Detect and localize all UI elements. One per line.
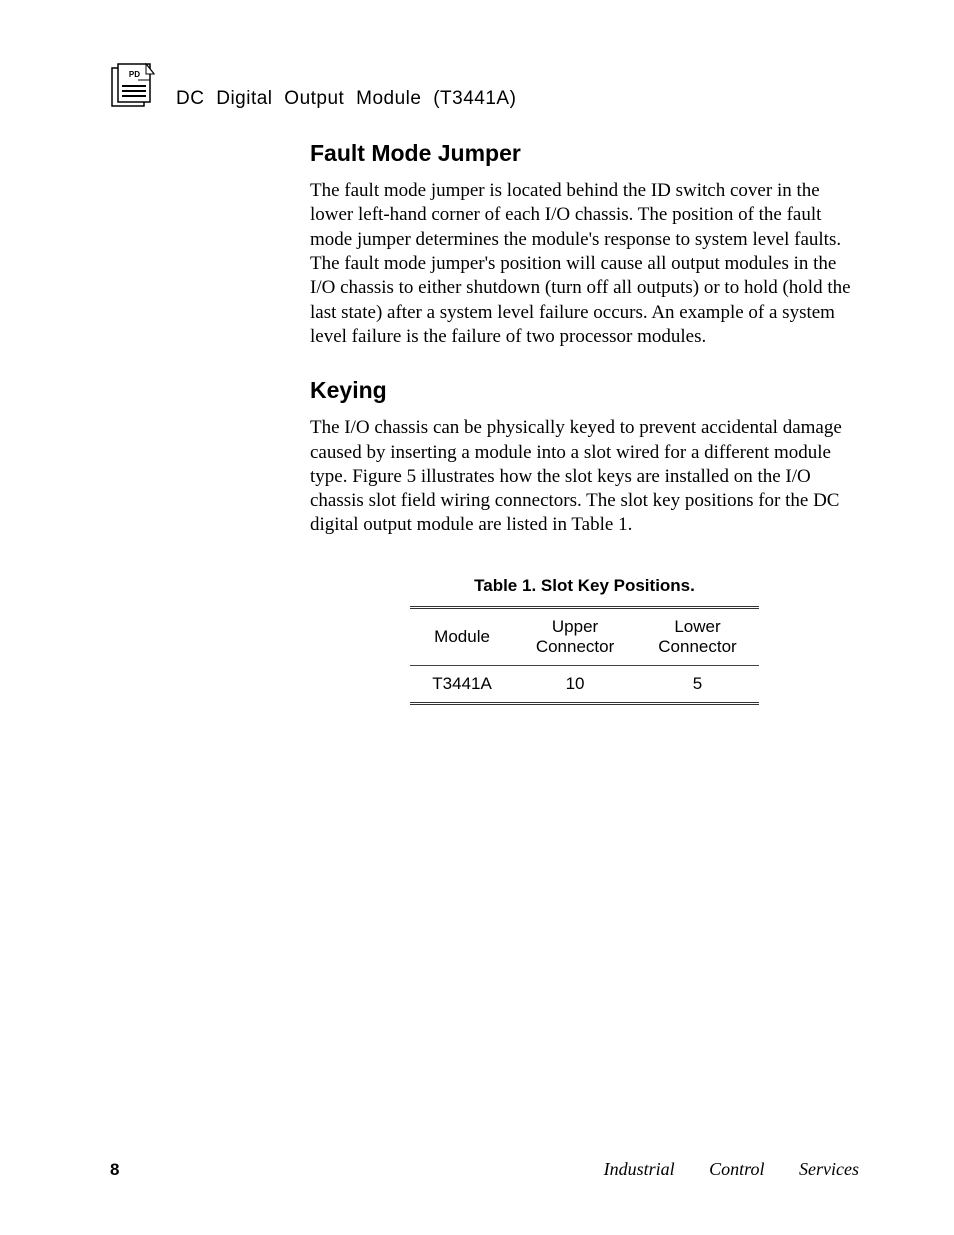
table-wrap: Module Upper Connector Lower Connector T… <box>310 606 859 705</box>
cell-lower: 5 <box>636 665 758 703</box>
page-number: 8 <box>110 1160 119 1180</box>
paragraph-fault-mode: The fault mode jumper is located behind … <box>310 179 859 349</box>
page-header: PD DC Digital Output Module (T3441A) <box>110 62 859 110</box>
page-footer: 8 Industrial Control Services <box>110 1159 859 1180</box>
table-header-row: Module Upper Connector Lower Connector <box>410 607 758 665</box>
table-row: T3441A 10 5 <box>410 665 758 703</box>
col-module: Module <box>410 607 514 665</box>
page: PD DC Digital Output Module (T3441A) Fau… <box>0 0 954 1235</box>
cell-upper: 10 <box>514 665 636 703</box>
col-upper-connector: Upper Connector <box>514 607 636 665</box>
heading-keying: Keying <box>310 377 859 404</box>
paragraph-keying: The I/O chassis can be physically keyed … <box>310 416 859 538</box>
pd-icon-label: PD <box>129 70 140 79</box>
pd-document-icon: PD <box>110 62 158 110</box>
col-lower-connector: Lower Connector <box>636 607 758 665</box>
heading-fault-mode: Fault Mode Jumper <box>310 140 859 167</box>
header-title: DC Digital Output Module (T3441A) <box>176 88 516 110</box>
slot-key-table: Module Upper Connector Lower Connector T… <box>410 606 758 705</box>
footer-text: Industrial Control Services <box>604 1159 859 1180</box>
cell-module: T3441A <box>410 665 514 703</box>
main-content: Fault Mode Jumper The fault mode jumper … <box>310 140 859 705</box>
table-caption: Table 1. Slot Key Positions. <box>310 576 859 596</box>
